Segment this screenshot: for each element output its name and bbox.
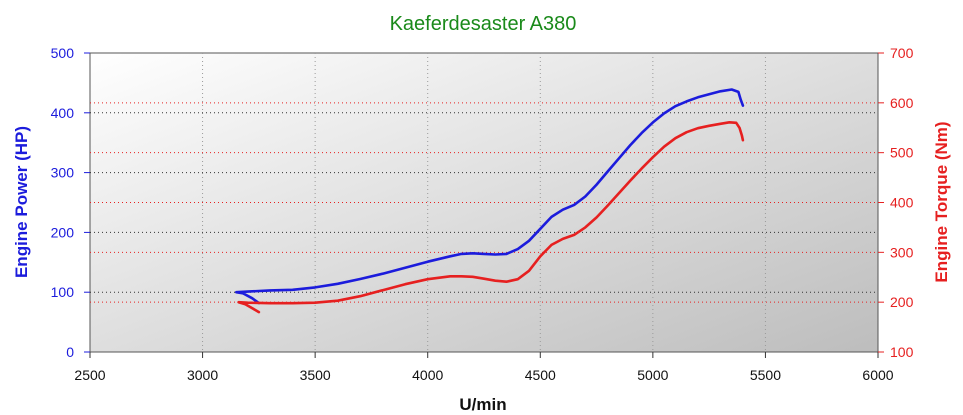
chart-title: Kaeferdesaster A380 <box>390 13 577 35</box>
y-left-tick-label: 0 <box>66 344 74 360</box>
y-right-axis-label: Engine Torque (Nm) <box>932 121 951 282</box>
y-right-tick-label: 200 <box>890 294 914 310</box>
axes: 2500 3000 3500 4000 4500 5000 5500 6000 0 100 200 3… <box>51 45 914 383</box>
grid-lines <box>90 53 878 352</box>
series-group <box>235 88 745 314</box>
y-left-tick-label: 200 <box>51 224 75 240</box>
x-tick-label: 4500 <box>525 367 556 383</box>
y-right-tick-label: 100 <box>890 344 914 360</box>
y-right-tick-label: 500 <box>890 145 914 161</box>
y-right-tick-label: 400 <box>890 195 914 211</box>
series-line-torque <box>237 121 745 314</box>
y-left-tick-label: 300 <box>51 165 75 181</box>
y-left-tick-label: 500 <box>51 45 75 61</box>
y-right-tick-label: 700 <box>890 45 914 61</box>
y-left-tick-label: 100 <box>51 284 75 300</box>
y-right-tick-label: 300 <box>890 244 914 260</box>
y-left-axis-label: Engine Power (HP) <box>12 126 31 278</box>
x-tick-label: 5000 <box>637 367 668 383</box>
y-right-tick-label: 600 <box>890 95 914 111</box>
x-tick-label: 3500 <box>300 367 331 383</box>
x-tick-label: 3000 <box>187 367 218 383</box>
x-axis-label: U/min <box>459 395 506 414</box>
y-left-tick-label: 400 <box>51 105 75 121</box>
x-tick-label: 4000 <box>412 367 443 383</box>
x-tick-label: 2500 <box>74 367 105 383</box>
x-tick-label: 5500 <box>750 367 781 383</box>
x-tick-label: 6000 <box>862 367 893 383</box>
plot-area <box>89 52 879 353</box>
series-line-power <box>235 88 745 305</box>
